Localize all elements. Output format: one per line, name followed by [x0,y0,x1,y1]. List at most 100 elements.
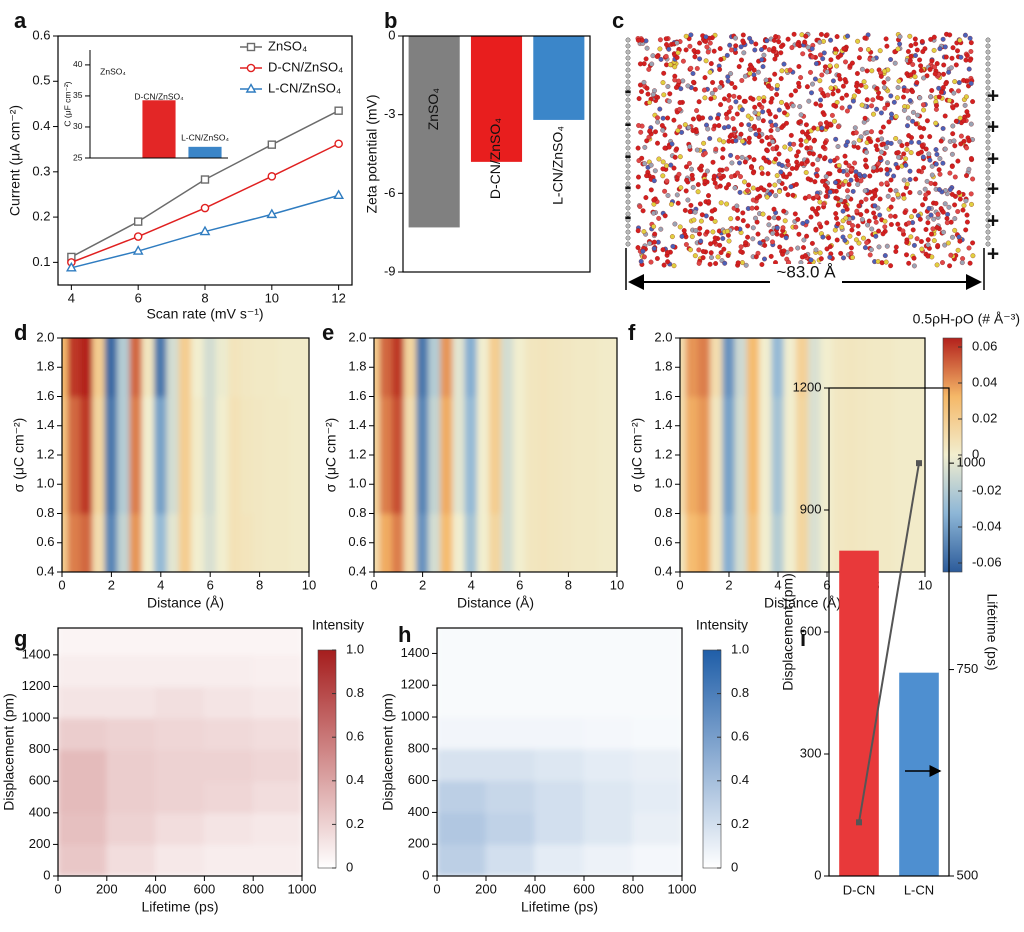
atom [715,115,721,121]
heat-cell [80,513,94,572]
atom [936,85,942,91]
atom [772,56,778,62]
atom [660,127,666,133]
atom [793,224,799,230]
atom [763,158,769,164]
atom [957,115,963,121]
atom [726,138,732,144]
y-tick-label: 0 [388,27,395,42]
atom [753,131,759,137]
atom [823,120,829,126]
atom [855,223,861,229]
atom [709,90,715,96]
atom [861,79,867,85]
heat-cell [513,338,527,397]
atom [928,212,934,218]
atom [842,178,848,184]
heat-cell [561,513,575,572]
atom [858,47,864,52]
atom [774,225,780,231]
atom [756,115,762,121]
electrode-atom [625,73,631,79]
atom [725,232,731,238]
atom [717,67,723,72]
atom [644,173,650,179]
atom [942,146,948,152]
marker [200,175,210,184]
atom [793,181,799,187]
atom [890,197,896,202]
atom [955,48,960,54]
atom [903,162,909,168]
atom [905,123,910,129]
atom [943,81,949,87]
atom [938,89,944,95]
atom [855,38,861,44]
heat-cell [117,513,131,572]
atom [940,209,946,215]
atom [651,246,657,251]
atom [964,173,969,179]
x-tick-label: 4 [157,577,164,592]
y-tick-label: 0.4 [36,563,54,578]
y-axis-label: σ (μC cm⁻²) [11,418,27,493]
charge-sign: + [987,210,999,233]
electrode-atom [985,133,991,139]
heat-cell [722,513,736,572]
atom [878,181,884,187]
atom [777,188,782,194]
atom [674,55,680,60]
atom [645,91,651,97]
atom [862,245,868,251]
atom [773,193,779,199]
atom [968,49,974,54]
atom [754,205,760,211]
atom [812,179,818,185]
atom [832,118,837,124]
atom [717,183,723,189]
y-tick-label: 0.4 [348,563,366,578]
atom [940,160,946,166]
atom [940,85,946,90]
atom [818,121,823,127]
atom [920,154,926,160]
atom [660,173,666,179]
atom [933,120,939,126]
atom [838,250,844,256]
atom [911,263,917,269]
electrode-atom [985,79,991,85]
atom [883,145,889,150]
atom [728,216,734,222]
heat-cell [228,338,242,397]
atom [724,228,730,234]
atom [858,178,864,184]
heat-cell [452,396,466,514]
atom [886,119,892,125]
atom [834,215,839,221]
heat-cell [832,396,846,514]
heat-cell [697,513,712,572]
heat-cell [857,396,871,514]
heat-cell [403,338,418,397]
atom [682,122,688,128]
electrode-atom [985,151,991,157]
x-tick-label: 4 [468,577,475,592]
atom [858,82,864,88]
atom [710,80,716,85]
y-tick-label: 0 [422,867,429,882]
atom [917,95,923,101]
atom [908,150,914,156]
heat-cell [191,338,205,397]
y-tick-label: 1400 [22,646,51,661]
heat-cell [374,513,381,572]
electrode-atom [985,127,991,133]
x-axis-label: Distance (Å) [147,595,224,611]
atom [654,256,660,261]
atom [945,240,951,246]
atom [667,91,673,97]
atom [653,129,658,135]
atom [707,261,713,267]
y-tick-label: 0.3 [32,163,50,178]
atom [810,81,815,87]
atom [742,98,748,104]
